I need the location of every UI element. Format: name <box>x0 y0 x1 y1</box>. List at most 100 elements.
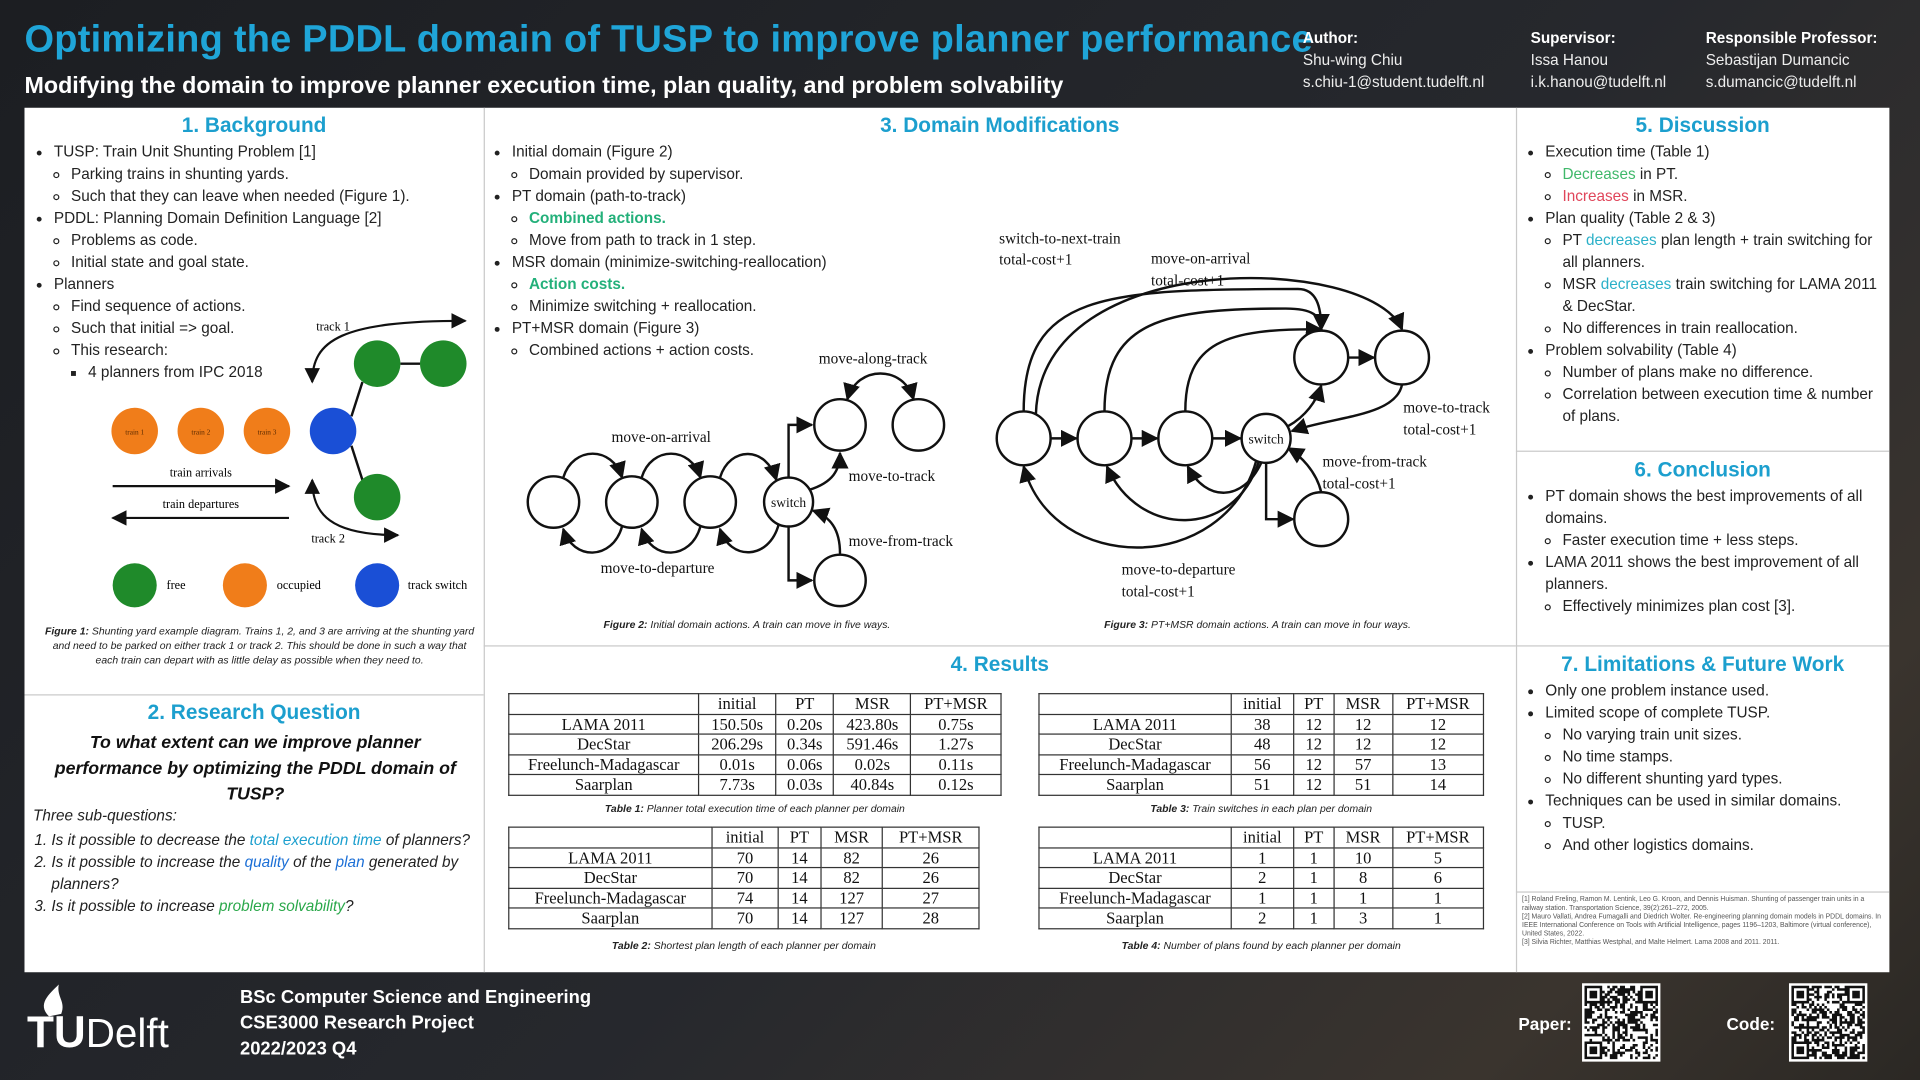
legend-swatch <box>112 563 157 608</box>
program-line: BSc Computer Science and Engineering <box>240 986 592 1008</box>
text-segment: train switching for LAMA 2011 & DecStar. <box>1562 275 1877 315</box>
item-text: This research: <box>71 341 169 359</box>
cell: 56 <box>1230 753 1295 776</box>
heading-title: Domain Modifications <box>903 113 1120 138</box>
caption-text: PT+MSR domain actions. A train can move … <box>1151 618 1411 631</box>
cell: 14 <box>777 907 822 929</box>
edge <box>811 507 842 554</box>
cell: 26 <box>881 866 980 889</box>
cell: 12 <box>1292 753 1335 776</box>
figure-1: train 1 train 2 train 3 track 1 track 2 … <box>111 313 467 608</box>
caption-label: Figure 3: <box>1104 618 1149 631</box>
list: Is it possible to decrease the total exe… <box>31 829 474 917</box>
caption-text: Planner total execution time of each pla… <box>646 802 905 815</box>
section-list: Execution time (Table 1) Decreases in PT.… <box>1528 141 1883 428</box>
heading-number: 4. <box>950 652 968 676</box>
section-heading: 4. Results <box>484 653 1516 677</box>
legend-swatch <box>355 563 400 608</box>
cost-label: total-cost+1 <box>1322 476 1395 493</box>
qr-code <box>1584 985 1658 1060</box>
action-label: switch-to-next-train <box>999 231 1121 248</box>
list: Combined actions. Move from path to track… <box>512 207 985 251</box>
list: TUSP. And other logistics domains. <box>1545 812 1883 856</box>
figure-3: switch switch-to-next-train total-cost+1… <box>995 231 1490 600</box>
row-name: LAMA 2011 <box>508 846 713 869</box>
heading-number: 1. <box>181 113 200 138</box>
item-text: Plan quality (Table 2 & 3) <box>1545 209 1716 227</box>
cell: 13 <box>1391 753 1485 776</box>
column-header: PT+MSR <box>910 693 1002 715</box>
row-name: Freelunch-Madagascar <box>1038 887 1232 909</box>
node <box>891 397 946 452</box>
item-text: Parking trains in shunting yards. <box>71 165 289 183</box>
figure-caption: Figure 2: Initial domain actions. A trai… <box>496 617 998 632</box>
highlight: decreases <box>1586 231 1657 249</box>
node-label: switch <box>771 495 806 510</box>
highlight: quality <box>244 853 289 871</box>
cell: 0.06s <box>775 753 835 776</box>
text-segment: generated by planners? <box>51 853 459 893</box>
cell: 423.80s <box>833 713 912 735</box>
list-item: Techniques can be used in similar domain… <box>1545 790 1883 856</box>
list-item: Combined actions + action costs. <box>529 339 985 361</box>
list: Parking trains in shunting yards. Such th… <box>54 163 478 207</box>
list: Faster execution time + less steps. <box>1545 529 1883 551</box>
list-item: Is it possible to decrease the total exe… <box>51 829 473 851</box>
divider <box>483 107 485 973</box>
edge <box>1186 462 1263 494</box>
cell: 82 <box>820 846 884 869</box>
header-row: initial PT MSR PT+MSR <box>1038 826 1485 848</box>
row-name: DecStar <box>1038 733 1232 755</box>
list-item: Effectively minimizes plan cost [3]. <box>1562 595 1883 617</box>
list-item: Is it possible to increase problem solva… <box>51 895 473 917</box>
cell: 1 <box>1391 907 1485 929</box>
edge <box>350 445 364 481</box>
edge <box>637 526 702 554</box>
train-label: train 3 <box>257 428 276 437</box>
item-text: Move from path to track in 1 step. <box>528 231 757 249</box>
table-row: Saarplan 70 14 127 28 <box>508 907 980 929</box>
legend-label: free <box>167 578 186 592</box>
row-name: Saarplan <box>508 907 713 929</box>
track-arrow <box>304 478 400 543</box>
logo-tu: TU <box>26 1006 86 1057</box>
item-text: Limited scope of complete TUSP. <box>1545 704 1771 722</box>
node <box>1373 329 1431 386</box>
action-label: move-from-track <box>849 533 954 550</box>
list-item: Such that initial => goal. <box>71 317 478 339</box>
node <box>526 475 581 529</box>
table-row: DecStar 70 14 82 26 <box>508 866 980 889</box>
cell: 74 <box>711 887 779 909</box>
list-item: Such that they can leave when needed (Fi… <box>71 185 478 207</box>
switch-node <box>762 476 815 528</box>
cell: 10 <box>1333 846 1393 869</box>
header-row: initial PT MSR PT+MSR <box>508 826 980 848</box>
divider <box>483 645 1516 647</box>
caption-label: Figure 1: <box>45 624 90 637</box>
item-text: PT domain shows the best improvements of… <box>1545 487 1863 527</box>
heading-title: Results <box>973 652 1049 676</box>
item-text: Is it possible to decrease the total exe… <box>51 831 470 848</box>
list-item: Problems as code. <box>71 229 478 251</box>
list: PT domain shows the best improvements of… <box>1528 485 1883 617</box>
legend-label: occupied <box>277 578 321 592</box>
edge <box>1264 462 1295 528</box>
research-question: To what extent can we improve planner pe… <box>54 733 456 805</box>
logo: TUDelft <box>27 1007 169 1058</box>
list: Decreases in PT. Increases in MSR. <box>1545 163 1883 207</box>
cell: 14 <box>1391 773 1485 796</box>
action-label: move-along-track <box>819 351 928 368</box>
caption-label: Figure 2: <box>603 618 648 631</box>
list-item: MSR decreases train switching for LAMA 2… <box>1562 273 1883 317</box>
node <box>1157 410 1214 467</box>
list: 4 planners from IPC 2018 <box>71 361 478 383</box>
list-item: PT decreases plan length + train switchi… <box>1562 229 1883 273</box>
free-node <box>353 340 401 387</box>
corner-cell <box>508 826 713 848</box>
edge <box>1019 460 1258 549</box>
cell: 1 <box>1292 887 1335 909</box>
section-list: Only one problem instance used. Limited s… <box>1528 680 1883 856</box>
table-row: DecStar 206.29s 0.34s 591.46s 1.27s <box>508 733 1002 755</box>
cell: 0.12s <box>910 773 1002 796</box>
